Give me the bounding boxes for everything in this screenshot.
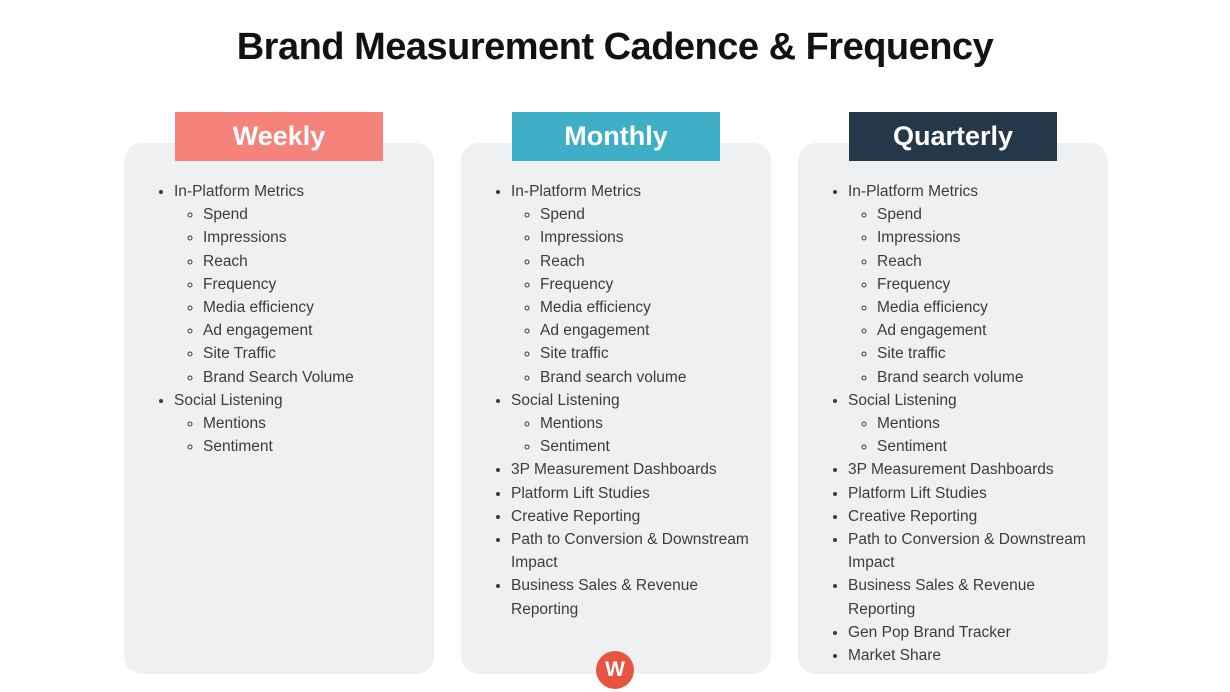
sub-list-item: Brand search volume xyxy=(877,366,1100,389)
column-weekly: Weekly In-Platform MetricsSpendImpression… xyxy=(124,112,434,674)
sub-list-item: Brand Search Volume xyxy=(203,366,426,389)
sub-list-item: Site Traffic xyxy=(203,342,426,365)
sub-metric-list: MentionsSentiment xyxy=(174,412,426,458)
sub-list-item: Sentiment xyxy=(203,435,426,458)
sub-list-item: Impressions xyxy=(203,226,426,249)
sub-list-item: Impressions xyxy=(877,226,1100,249)
sub-list-item: Media efficiency xyxy=(203,296,426,319)
sub-list-item: Site traffic xyxy=(540,342,763,365)
sub-metric-list: MentionsSentiment xyxy=(511,412,763,458)
list-item: Gen Pop Brand Tracker xyxy=(848,621,1100,644)
list-item: Path to Conversion & Downstream Impact xyxy=(848,528,1100,574)
column-quarterly: Quarterly In-Platform MetricsSpendImpress… xyxy=(798,112,1108,674)
list-item: Market Share xyxy=(848,644,1100,667)
list-item: Social ListeningMentionsSentiment xyxy=(174,389,426,459)
sub-list-item: Brand search volume xyxy=(540,366,763,389)
list-item: Social ListeningMentionsSentiment xyxy=(848,389,1100,459)
cadence-columns: Weekly In-Platform MetricsSpendImpression… xyxy=(124,112,1108,674)
sub-list-item: Mentions xyxy=(877,412,1100,435)
column-card-weekly: In-Platform MetricsSpendImpressionsReach… xyxy=(124,143,434,674)
sub-list-item: Reach xyxy=(203,250,426,273)
list-item: 3P Measurement Dashboards xyxy=(511,458,763,481)
metric-list-weekly: In-Platform MetricsSpendImpressionsReach… xyxy=(124,180,434,458)
list-item: Path to Conversion & Downstream Impact xyxy=(511,528,763,574)
sub-list-item: Site traffic xyxy=(877,342,1100,365)
column-header-weekly: Weekly xyxy=(175,112,383,161)
sub-list-item: Ad engagement xyxy=(540,319,763,342)
sub-list-item: Media efficiency xyxy=(877,296,1100,319)
list-item: In-Platform MetricsSpendImpressionsReach… xyxy=(174,180,426,389)
list-item: Creative Reporting xyxy=(511,505,763,528)
column-monthly: Monthly In-Platform MetricsSpendImpressio… xyxy=(461,112,771,674)
sub-metric-list: SpendImpressionsReachFrequencyMedia effi… xyxy=(848,203,1100,389)
sub-list-item: Spend xyxy=(877,203,1100,226)
sub-list-item: Mentions xyxy=(540,412,763,435)
list-item: Creative Reporting xyxy=(848,505,1100,528)
column-card-quarterly: In-Platform MetricsSpendImpressionsReach… xyxy=(798,143,1108,674)
sub-list-item: Spend xyxy=(203,203,426,226)
sub-list-item: Mentions xyxy=(203,412,426,435)
metric-list-monthly: In-Platform MetricsSpendImpressionsReach… xyxy=(461,180,771,621)
column-header-monthly: Monthly xyxy=(512,112,720,161)
list-item: Business Sales & Revenue Reporting xyxy=(848,574,1100,620)
sub-list-item: Spend xyxy=(540,203,763,226)
column-header-quarterly: Quarterly xyxy=(849,112,1057,161)
list-item: Social ListeningMentionsSentiment xyxy=(511,389,763,459)
sub-list-item: Frequency xyxy=(203,273,426,296)
sub-metric-list: MentionsSentiment xyxy=(848,412,1100,458)
list-item: 3P Measurement Dashboards xyxy=(848,458,1100,481)
list-item: Platform Lift Studies xyxy=(848,482,1100,505)
sub-list-item: Impressions xyxy=(540,226,763,249)
sub-metric-list: SpendImpressionsReachFrequencyMedia effi… xyxy=(174,203,426,389)
list-item: Business Sales & Revenue Reporting xyxy=(511,574,763,620)
sub-metric-list: SpendImpressionsReachFrequencyMedia effi… xyxy=(511,203,763,389)
sub-list-item: Frequency xyxy=(540,273,763,296)
sub-list-item: Sentiment xyxy=(540,435,763,458)
sub-list-item: Ad engagement xyxy=(203,319,426,342)
page-title: Brand Measurement Cadence & Frequency xyxy=(236,26,994,68)
sub-list-item: Media efficiency xyxy=(540,296,763,319)
sub-list-item: Sentiment xyxy=(877,435,1100,458)
sub-list-item: Frequency xyxy=(877,273,1100,296)
metric-list-quarterly: In-Platform MetricsSpendImpressionsReach… xyxy=(798,180,1108,667)
list-item: In-Platform MetricsSpendImpressionsReach… xyxy=(848,180,1100,389)
list-item: In-Platform MetricsSpendImpressionsReach… xyxy=(511,180,763,389)
sub-list-item: Reach xyxy=(540,250,763,273)
watermark-logo: W xyxy=(596,651,634,689)
sub-list-item: Ad engagement xyxy=(877,319,1100,342)
sub-list-item: Reach xyxy=(877,250,1100,273)
list-item: Platform Lift Studies xyxy=(511,482,763,505)
column-card-monthly: In-Platform MetricsSpendImpressionsReach… xyxy=(461,143,771,674)
